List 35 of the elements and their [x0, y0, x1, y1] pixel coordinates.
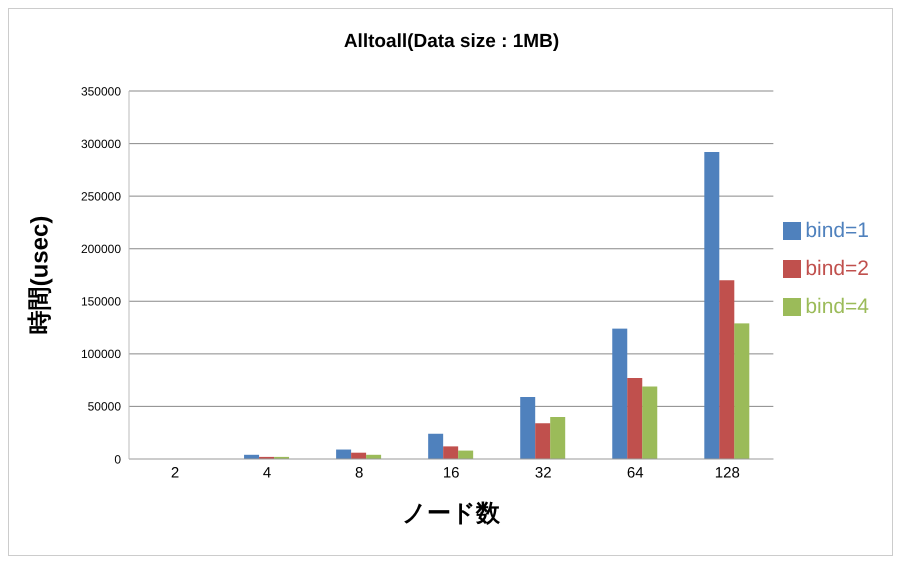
y-tick-label: 0 [114, 452, 122, 466]
bar [351, 452, 366, 459]
legend-label: bind=2 [805, 257, 869, 280]
x-tick-label: 32 [534, 464, 552, 482]
bar [458, 450, 474, 459]
y-tick-label: 350000 [80, 84, 122, 98]
x-tick-label: 4 [262, 464, 272, 482]
y-tick-label: 150000 [80, 294, 122, 309]
y-tick-label: 100000 [80, 347, 122, 362]
bar [719, 280, 734, 459]
y-tick-label: 300000 [80, 136, 122, 151]
x-tick-label: 128 [714, 464, 740, 482]
bar [520, 396, 536, 459]
bar [550, 416, 566, 459]
y-tick-label: 50000 [88, 400, 122, 414]
x-axis-title: ノード数 [402, 500, 502, 527]
chart-title: Alltoall(Data size : 1MB) [342, 31, 560, 53]
y-tick-label: 200000 [80, 242, 122, 256]
bar [627, 378, 642, 459]
bar [734, 323, 750, 459]
bar [704, 152, 720, 459]
bar [443, 446, 458, 459]
bar [336, 450, 352, 459]
bar [642, 386, 658, 459]
legend-label: bind=1 [805, 219, 869, 242]
y-axis-title: 時間(usec) [26, 216, 54, 334]
bar [612, 328, 628, 459]
x-tick-label: 16 [442, 464, 460, 482]
legend-label: bind=4 [805, 295, 869, 318]
bar [535, 423, 550, 459]
y-tick-label: 250000 [80, 189, 122, 204]
x-tick-label: 8 [354, 464, 364, 482]
bar [428, 434, 444, 459]
x-tick-label: 2 [170, 464, 180, 482]
x-tick-label: 64 [626, 464, 644, 482]
